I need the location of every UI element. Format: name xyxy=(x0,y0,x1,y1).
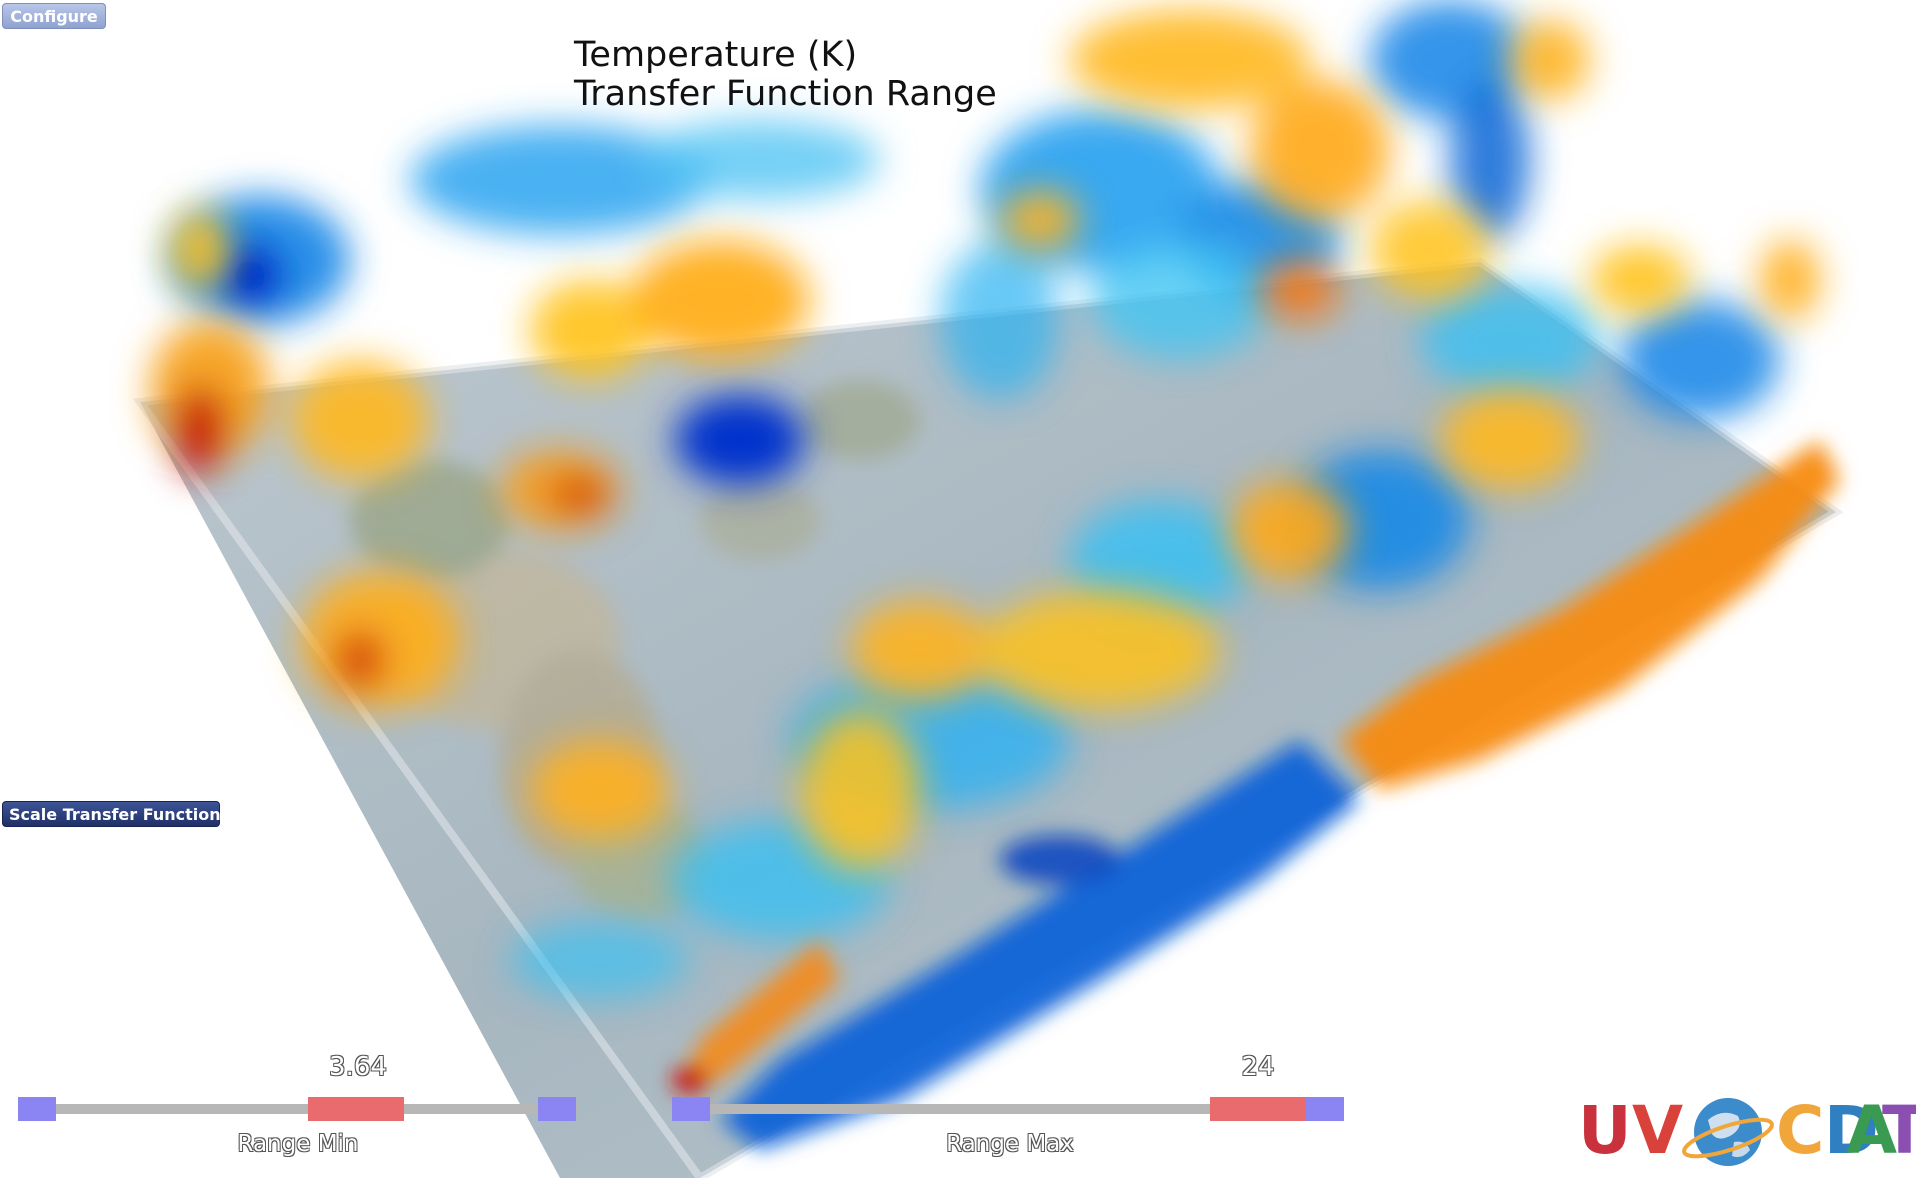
plot-title: Temperature (K) Transfer Function Range xyxy=(574,36,997,114)
scale-transfer-function-button[interactable]: Scale Transfer Function xyxy=(2,801,221,827)
range-max-track[interactable] xyxy=(690,1104,1330,1114)
logo-letter-d: D xyxy=(1824,1092,1879,1169)
range-max-thumb[interactable] xyxy=(1210,1097,1306,1121)
configure-button[interactable]: Configure xyxy=(2,3,106,29)
range-min-track[interactable] xyxy=(37,1104,577,1114)
range-max-right-end[interactable] xyxy=(1306,1097,1344,1121)
logo-letter-u: U xyxy=(1578,1092,1632,1169)
uvcdat-logo: U V C D A T xyxy=(1570,1084,1916,1178)
cold-blobs xyxy=(170,0,1780,1000)
title-subtitle: Transfer Function Range xyxy=(574,74,997,114)
range-max-left-end[interactable] xyxy=(672,1097,710,1121)
range-min-left-end[interactable] xyxy=(18,1097,56,1121)
range-min-value: 3.64 xyxy=(329,1052,387,1082)
warm-blobs xyxy=(150,10,1820,870)
range-max-label: Range Max xyxy=(946,1131,1074,1157)
title-variable: Temperature (K) xyxy=(574,35,858,75)
range-max-value: 24 xyxy=(1241,1052,1275,1082)
logo-letter-t: T xyxy=(1882,1092,1916,1169)
range-min-right-end[interactable] xyxy=(538,1097,576,1121)
warm-band xyxy=(672,440,1840,1094)
range-min-label: Range Min xyxy=(237,1131,359,1157)
logo-letter-a: A xyxy=(1846,1092,1898,1169)
logo-letter-c: C xyxy=(1776,1092,1825,1169)
globe-icon xyxy=(1682,1098,1774,1166)
range-min-thumb[interactable] xyxy=(308,1097,404,1121)
logo-letter-v: V xyxy=(1632,1092,1684,1169)
deep-cold-band xyxy=(720,740,1360,1150)
